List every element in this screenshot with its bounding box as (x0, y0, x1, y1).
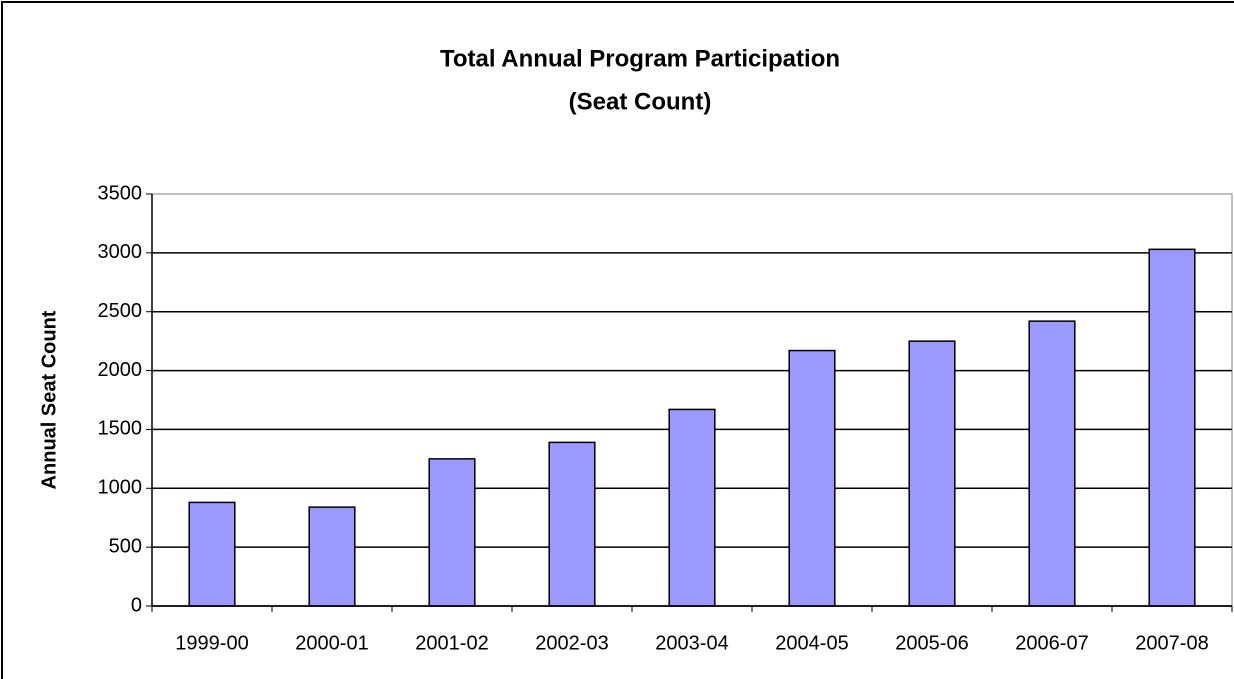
bar (1148, 248, 1196, 607)
bar (548, 441, 596, 607)
bar (1028, 320, 1076, 607)
x-tick-label: 2002-03 (535, 632, 608, 654)
x-tick-label: 2000-01 (295, 632, 368, 654)
y-tick-label: 0 (131, 594, 142, 616)
x-tick-label: 2003-04 (655, 632, 728, 654)
y-tick-label: 1000 (98, 477, 143, 499)
y-tick-label: 1500 (98, 418, 143, 440)
bar (188, 501, 236, 607)
bar (308, 506, 356, 607)
y-tick-label: 3000 (98, 241, 143, 263)
chart-subtitle: (Seat Count) (569, 88, 712, 115)
y-tick-label: 3500 (98, 182, 143, 204)
y-tick-label: 2000 (98, 359, 143, 381)
chart-title: Total Annual Program Participation (440, 45, 840, 72)
x-tick-label: 2001-02 (415, 632, 488, 654)
y-axis-label: Annual Seat Count (38, 310, 60, 489)
y-tick-label: 500 (109, 535, 142, 557)
x-tick-label: 2005-06 (895, 632, 968, 654)
x-tick-label: 2004-05 (775, 632, 848, 654)
x-tick-label: 2007-08 (1135, 632, 1208, 654)
x-tick-label: 1999-00 (175, 632, 248, 654)
bar (908, 340, 956, 607)
y-tick-label: 2500 (98, 300, 143, 322)
bar (668, 408, 716, 607)
x-tick-label: 2006-07 (1015, 632, 1088, 654)
bar (428, 458, 476, 607)
bar (788, 349, 836, 607)
